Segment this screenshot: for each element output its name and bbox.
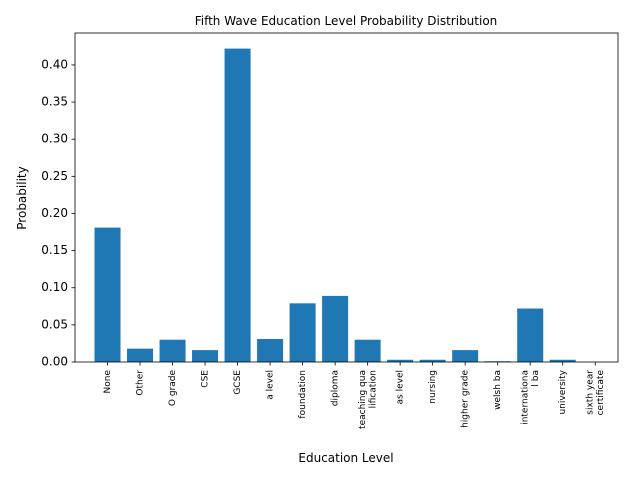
x-tick-label-13-0: internationa: [520, 370, 530, 425]
x-tick-label-8-1: lification: [368, 370, 378, 408]
bar-11: [452, 350, 479, 362]
x-tick-label-8-0: teaching qua: [358, 370, 368, 429]
bar-6: [289, 303, 316, 362]
x-tick-label-15-0: sixth year: [585, 370, 595, 415]
x-tick-label-7: diploma: [331, 370, 341, 406]
bar-7: [322, 295, 349, 362]
bar-10: [419, 359, 446, 362]
y-tick-label-8: 0.40: [41, 57, 68, 71]
x-tick-label-9: as level: [396, 370, 406, 404]
x-tick-label-5: a level: [266, 370, 276, 400]
bars: [94, 48, 576, 362]
y-tick-label-2: 0.10: [41, 280, 68, 294]
bar-8: [354, 339, 381, 362]
y-tick-label-6: 0.30: [41, 132, 68, 146]
x-tick-label-11: higher grade: [461, 370, 471, 428]
y-axis: 0.00 0.05 0.10 0.15 0.20 0.25 0.30 0.35 0.40: [41, 57, 75, 369]
bar-9: [387, 359, 414, 362]
x-tick-label-15-1: certificate: [596, 370, 606, 416]
x-tick-label-6: foundation: [298, 370, 308, 419]
x-tick-label-1: Other: [136, 370, 146, 396]
x-tick-label-12: welsh ba: [493, 370, 503, 410]
bar-5: [257, 338, 284, 362]
x-axis-label: Education Level: [298, 451, 393, 465]
y-tick-label-0: 0.00: [41, 355, 68, 369]
x-tick-label-4: GCSE: [233, 370, 243, 395]
bar-1: [127, 348, 154, 362]
x-tick-label-2: O grade: [168, 370, 178, 407]
y-tick-label-5: 0.25: [41, 169, 68, 183]
bar-2: [159, 339, 186, 362]
bar-13: [517, 308, 544, 362]
bar-4: [224, 48, 251, 362]
x-tick-label-13-1: l ba: [531, 370, 541, 387]
y-tick-label-1: 0.05: [41, 317, 68, 331]
x-axis: None Other O grade CSE GCSE a level foundation…: [103, 362, 606, 429]
bar-14: [549, 359, 576, 362]
x-tick-label-3: CSE: [201, 370, 211, 388]
y-tick-label-3: 0.15: [41, 243, 68, 257]
bar-0: [94, 227, 121, 362]
x-tick-label-10: nursing: [428, 370, 438, 404]
x-tick-label-0: None: [103, 370, 113, 394]
chart-title: Fifth Wave Education Level Probability D…: [195, 14, 498, 28]
plot-frame: [74, 32, 619, 363]
x-tick-label-14: university: [558, 369, 568, 414]
y-tick-label-4: 0.20: [41, 206, 68, 220]
y-tick-label-7: 0.35: [41, 95, 68, 109]
y-axis-label: Probability: [15, 166, 29, 229]
bar-3: [192, 350, 219, 362]
